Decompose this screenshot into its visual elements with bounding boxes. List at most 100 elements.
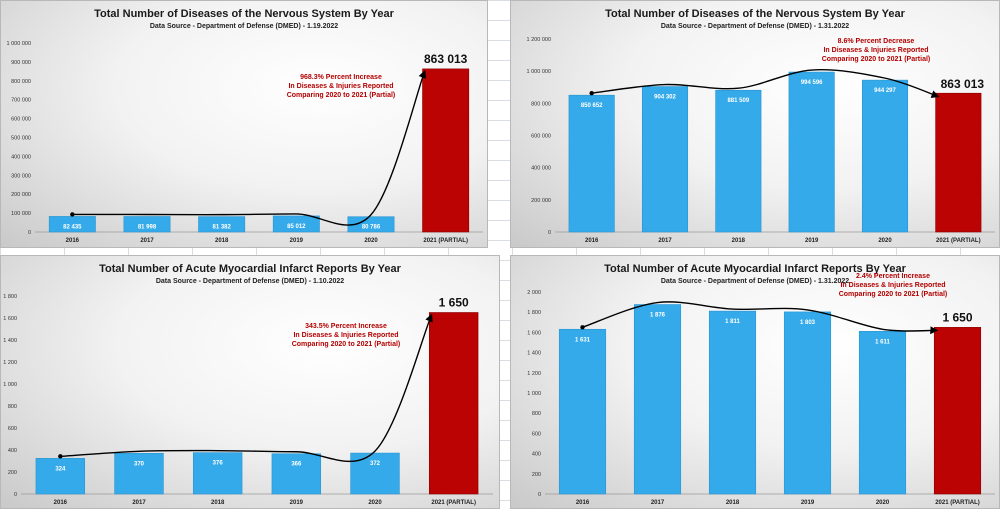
bar <box>633 304 682 495</box>
bar <box>35 458 86 495</box>
annotation-line: 968.3% Percent Increase <box>300 74 382 81</box>
annotation-line: Comparing 2020 to 2021 (Partial) <box>292 341 401 348</box>
y-tick-label: 200 000 <box>531 198 551 204</box>
y-tick-label: 0 <box>548 230 551 236</box>
bar <box>861 79 909 233</box>
bar-data-label-highlight: 1 650 <box>942 310 972 324</box>
bar <box>114 453 164 495</box>
y-tick-label: 1 600 <box>3 316 17 322</box>
annotation-line: 343.5% Percent Increase <box>305 323 387 330</box>
bar-data-label: 1 811 <box>725 319 740 325</box>
trend-start-dot <box>58 454 63 459</box>
bar-data-label: 81 998 <box>138 225 157 231</box>
y-tick-label: 1 200 000 <box>527 37 551 43</box>
bar <box>858 330 907 495</box>
x-tick-label: 2017 <box>658 238 672 244</box>
annotation-line: In Diseases & Injuries Reported <box>840 282 945 289</box>
y-tick-label: 0 <box>538 492 541 498</box>
bar-data-label: 376 <box>213 461 224 467</box>
y-tick-label: 1 800 <box>3 294 17 300</box>
bar-data-label: 944 297 <box>874 88 896 94</box>
trend-arrow-curve <box>72 70 427 226</box>
bar <box>198 216 246 233</box>
y-tick-label: 1 400 <box>3 338 17 344</box>
y-tick-label: 1 000 <box>3 382 17 388</box>
y-tick-label: 800 000 <box>11 79 31 85</box>
x-tick-label: 2018 <box>732 238 746 244</box>
bar-data-label: 904 302 <box>654 95 676 101</box>
y-tick-label: 1 400 <box>527 351 541 357</box>
bar-data-label: 80 786 <box>362 225 381 231</box>
bar-data-label: 1 631 <box>575 337 591 343</box>
x-tick-label: 2018 <box>726 500 740 506</box>
y-tick-label: 1 200 <box>527 371 541 377</box>
annotation-line: 2.4% Percent Increase <box>856 273 930 280</box>
y-tick-label: 0 <box>28 230 31 236</box>
bar-data-label-highlight: 1 650 <box>439 296 469 310</box>
trend-arrow-curve <box>60 313 433 462</box>
bar <box>708 310 757 495</box>
bar-data-label: 881 509 <box>727 98 749 104</box>
y-tick-label: 300 000 <box>11 173 31 179</box>
annotation-line: 8.6% Percent Decrease <box>838 38 915 45</box>
x-tick-label: 2021 (PARTIAL) <box>936 238 981 244</box>
y-tick-label: 800 <box>8 404 17 410</box>
y-tick-label: 600 000 <box>531 134 551 140</box>
annotation-line: In Diseases & Injuries Reported <box>288 83 393 90</box>
x-tick-label: 2020 <box>364 238 378 244</box>
y-tick-label: 900 000 <box>11 60 31 66</box>
trend-start-dot <box>580 325 585 330</box>
bar <box>783 311 832 495</box>
trend-arrow-curve <box>582 301 939 335</box>
bar-data-label-highlight: 863 013 <box>424 52 468 66</box>
bar-highlight <box>935 92 982 233</box>
bar <box>123 216 171 233</box>
y-tick-label: 600 <box>8 426 17 432</box>
x-tick-label: 2021 (PARTIAL) <box>423 238 468 244</box>
bar-chart-svg: 0 200 400 600 800 1 000 1 200 1 400 1 600 1 800 20… <box>3 294 493 506</box>
y-tick-label: 1 000 000 <box>7 41 31 47</box>
y-tick-label: 200 <box>8 470 17 476</box>
bar-highlight <box>428 312 479 495</box>
y-tick-label: 2 000 <box>527 290 541 296</box>
y-tick-label: 500 000 <box>11 136 31 142</box>
x-tick-label: 2020 <box>878 238 892 244</box>
bar-data-label: 370 <box>134 461 145 467</box>
x-tick-label: 2016 <box>66 238 80 244</box>
y-tick-label: 400 000 <box>11 154 31 160</box>
y-tick-label: 600 000 <box>11 117 31 123</box>
y-tick-label: 600 <box>532 431 541 437</box>
annotation-line: Comparing 2020 to 2021 (Partial) <box>287 92 396 99</box>
chart-panel-nervous-system-jan31: Total Number of Diseases of the Nervous … <box>510 0 1000 248</box>
x-tick-label: 2020 <box>368 500 382 506</box>
y-tick-label: 400 000 <box>531 166 551 172</box>
bar-data-label-highlight: 863 013 <box>941 77 985 91</box>
bar-data-label: 850 652 <box>581 103 603 109</box>
bar-data-label: 994 596 <box>801 80 823 86</box>
y-tick-label: 1 000 000 <box>527 69 551 75</box>
x-tick-label: 2016 <box>54 500 68 506</box>
trend-start-dot <box>70 212 75 217</box>
bar-data-label: 324 <box>55 466 66 472</box>
bar-data-label: 372 <box>370 461 381 467</box>
chart-panel-myocardial-jan10: Total Number of Acute Myocardial Infarct… <box>0 255 500 509</box>
chart-title: Total Number of Acute Myocardial Infarct… <box>604 263 906 275</box>
bar <box>192 452 243 495</box>
bar-chart-svg: 0 100 000 200 000 300 000 400 000 500 000 600 … <box>7 41 483 244</box>
y-tick-label: 400 <box>8 448 17 454</box>
chart-subtitle: Data Source - Department of Defense (DME… <box>149 23 339 30</box>
bar-data-label: 81 382 <box>212 225 231 231</box>
bar <box>641 86 689 233</box>
y-tick-label: 1 800 <box>527 310 541 316</box>
annotation-line: In Diseases & Injuries Reported <box>293 332 398 339</box>
x-tick-label: 2019 <box>290 500 304 506</box>
bar <box>272 215 320 233</box>
trend-start-dot <box>589 90 594 96</box>
bar <box>271 453 322 495</box>
bar-highlight <box>422 68 470 233</box>
bar-chart-svg: 0 200 400 600 800 1 000 1 200 1 400 1 600 1 800 2 … <box>527 273 995 506</box>
bar <box>788 71 835 233</box>
y-tick-label: 800 <box>532 411 541 417</box>
bar-data-label: 85 012 <box>287 224 306 230</box>
x-tick-label: 2018 <box>215 238 229 244</box>
